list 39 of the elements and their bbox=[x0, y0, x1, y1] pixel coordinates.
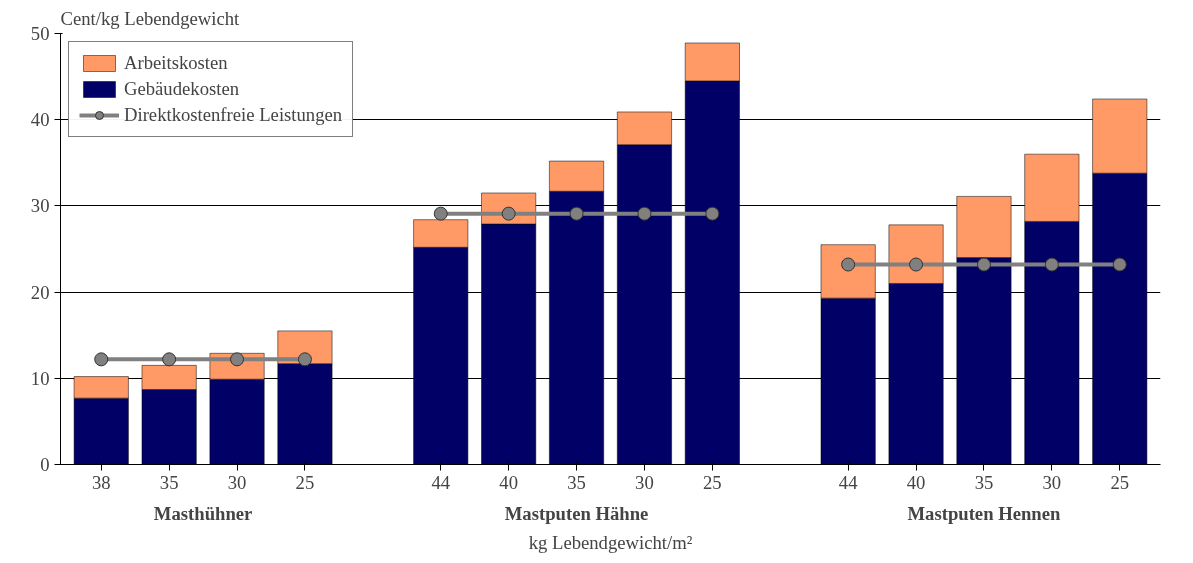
point bbox=[1112, 257, 1127, 272]
point bbox=[1044, 257, 1059, 272]
x-tick-label: 44 bbox=[431, 471, 451, 493]
text: Mastputen Hähne bbox=[504, 502, 649, 524]
x-axis-title: kg Lebendgewicht/m² bbox=[528, 531, 693, 553]
legend-label: Direktkostenfreie Leistungen bbox=[124, 104, 343, 126]
y-tick-label: 0 bbox=[40, 454, 50, 475]
x-tick-label: 25 bbox=[1110, 471, 1130, 493]
y-tick-label: 30 bbox=[30, 195, 50, 217]
x-tick-label: 38 bbox=[91, 471, 111, 493]
point bbox=[909, 257, 924, 272]
x-tick-label: 30 bbox=[635, 471, 654, 493]
point bbox=[705, 206, 720, 221]
point bbox=[569, 206, 584, 221]
point bbox=[637, 206, 652, 221]
y-tick-label: 40 bbox=[30, 109, 50, 131]
text: Masthühner bbox=[153, 502, 253, 524]
x-tick-label: 25 bbox=[703, 471, 722, 493]
x-tick-label: 25 bbox=[295, 471, 315, 493]
x-tick-label: 35 bbox=[974, 471, 994, 493]
point bbox=[976, 257, 991, 272]
point bbox=[297, 352, 312, 367]
x-tick-label: 30 bbox=[1042, 471, 1062, 493]
y-tick-label: 10 bbox=[30, 367, 50, 389]
x-tick-label: 44 bbox=[838, 471, 859, 493]
legend-label: Arbeitskosten bbox=[124, 52, 228, 74]
x-tick-label: 40 bbox=[499, 471, 518, 493]
y-tick-label: 50 bbox=[30, 23, 50, 44]
text: Mastputen Hennen bbox=[907, 502, 1062, 524]
y-tick-label: 20 bbox=[30, 281, 50, 303]
x-tick-label: 30 bbox=[227, 471, 247, 493]
y-axis-title: Cent/kg Lebendgewicht bbox=[60, 7, 241, 29]
point bbox=[433, 206, 448, 221]
point bbox=[162, 352, 177, 367]
point bbox=[94, 352, 109, 367]
x-tick-label: 40 bbox=[906, 471, 926, 493]
x-tick-label: 35 bbox=[567, 471, 586, 493]
x-tick-label: 35 bbox=[159, 471, 179, 493]
legend-label: Gebäudekosten bbox=[124, 78, 240, 100]
